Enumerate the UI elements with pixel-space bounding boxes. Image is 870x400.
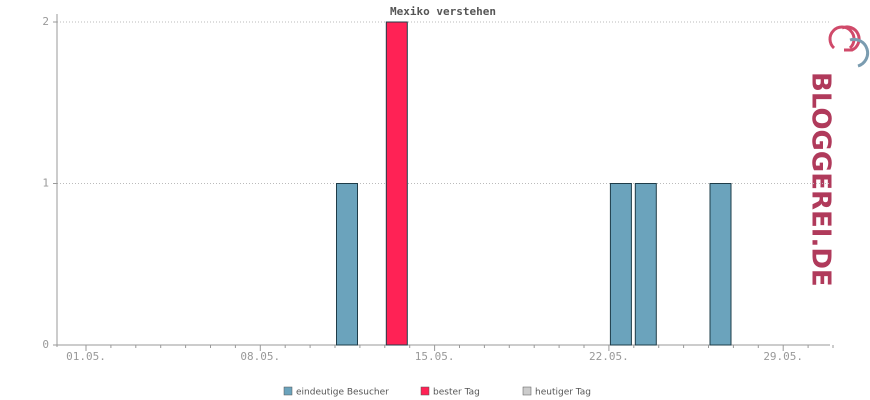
x-tick-label: 15.05. xyxy=(415,350,455,363)
y-tick-label: 1 xyxy=(42,177,49,190)
x-tick-label: 08.05. xyxy=(240,350,280,363)
x-tick-label: 22.05. xyxy=(589,350,629,363)
x-tick-label: 29.05. xyxy=(763,350,803,363)
y-tick-label: 0 xyxy=(42,338,49,351)
bar xyxy=(709,183,732,346)
legend-label: heutiger Tag xyxy=(535,388,591,398)
legend-label: bester Tag xyxy=(433,388,480,398)
chart-title: Mexiko verstehen xyxy=(390,5,496,18)
bar xyxy=(609,183,632,346)
logo-text: BLOGGEREI.DE xyxy=(806,72,836,287)
bar xyxy=(385,21,408,346)
legend-swatch xyxy=(522,386,532,396)
legend-swatch xyxy=(420,386,430,396)
logo-icon xyxy=(828,25,870,68)
y-tick-label: 2 xyxy=(42,15,49,28)
x-tick-label: 01.05. xyxy=(66,350,106,363)
legend-label: eindeutige Besucher xyxy=(296,388,389,398)
bar xyxy=(336,183,358,346)
legend-swatch xyxy=(283,386,293,396)
bar xyxy=(634,183,657,346)
